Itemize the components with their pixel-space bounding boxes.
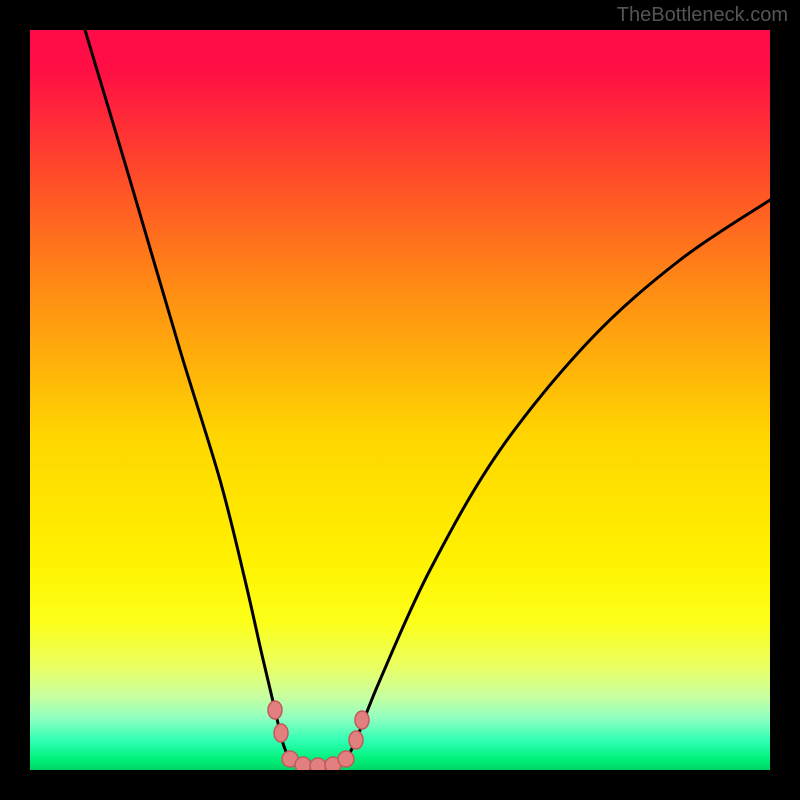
valley-marker: [268, 701, 282, 719]
valley-marker: [355, 711, 369, 729]
valley-marker: [295, 757, 311, 770]
watermark-text: TheBottleneck.com: [617, 4, 788, 27]
valley-marker: [274, 724, 288, 742]
valley-marker: [349, 731, 363, 749]
chart-background: [30, 30, 770, 770]
chart-svg: [30, 30, 770, 770]
valley-marker: [310, 758, 326, 770]
valley-marker: [338, 751, 354, 767]
bottleneck-chart: [30, 30, 770, 770]
